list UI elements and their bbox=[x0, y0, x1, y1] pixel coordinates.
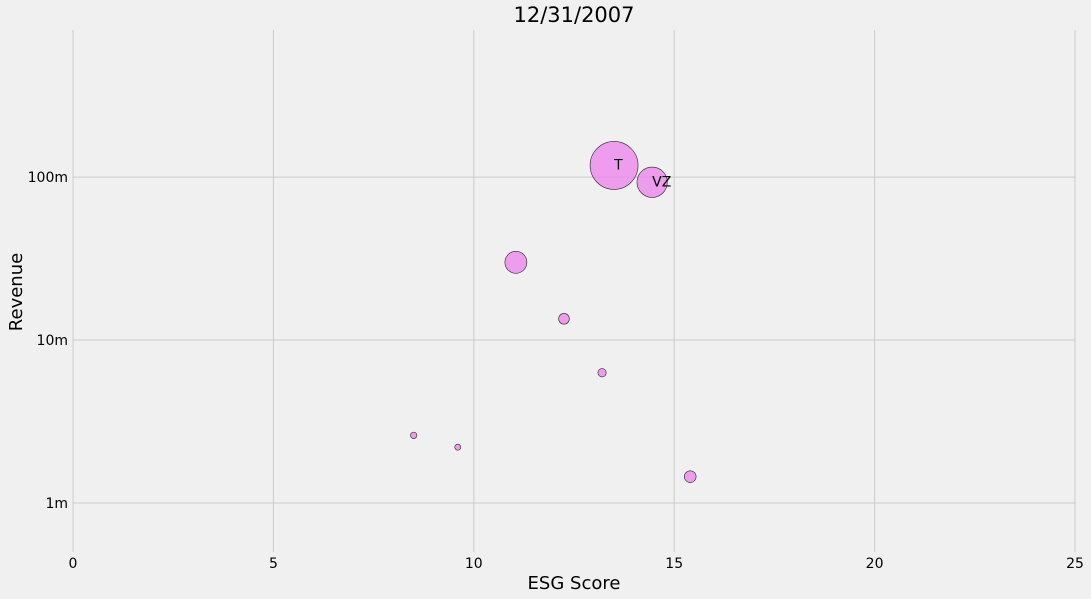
bubble-label: T bbox=[613, 157, 623, 173]
x-tick-label: 5 bbox=[269, 556, 278, 572]
y-gridlines bbox=[73, 176, 1075, 504]
bubble-point bbox=[589, 141, 639, 190]
y-tick-label: 100m bbox=[28, 170, 68, 186]
x-gridlines bbox=[72, 30, 1076, 552]
bubble-point bbox=[410, 431, 418, 439]
bubble-point bbox=[504, 251, 528, 274]
chart-title: 12/31/2007 bbox=[513, 3, 634, 27]
y-axis-label: Revenue bbox=[6, 253, 27, 331]
bubble-point bbox=[597, 368, 607, 378]
bubble-point bbox=[558, 313, 570, 325]
x-tick-label: 10 bbox=[465, 556, 483, 572]
bubble-label: VZ bbox=[652, 174, 671, 190]
x-tick-labels: 0 5 10 15 20 25 bbox=[69, 556, 1084, 572]
bubble-point bbox=[684, 470, 697, 483]
bubbles bbox=[410, 141, 697, 483]
y-tick-labels: 1m 10m 100m bbox=[28, 170, 68, 512]
y-tick-label: 10m bbox=[37, 333, 68, 349]
x-tick-label: 15 bbox=[665, 556, 683, 572]
x-tick-label: 25 bbox=[1066, 556, 1084, 572]
bubble-point bbox=[454, 443, 462, 451]
bubble-labels: T VZ bbox=[613, 157, 671, 190]
x-axis-label: ESG Score bbox=[528, 573, 621, 594]
x-tick-label: 20 bbox=[866, 556, 884, 572]
y-tick-label: 1m bbox=[45, 496, 68, 512]
bubble-point bbox=[636, 166, 668, 198]
x-tick-label: 0 bbox=[69, 556, 78, 572]
